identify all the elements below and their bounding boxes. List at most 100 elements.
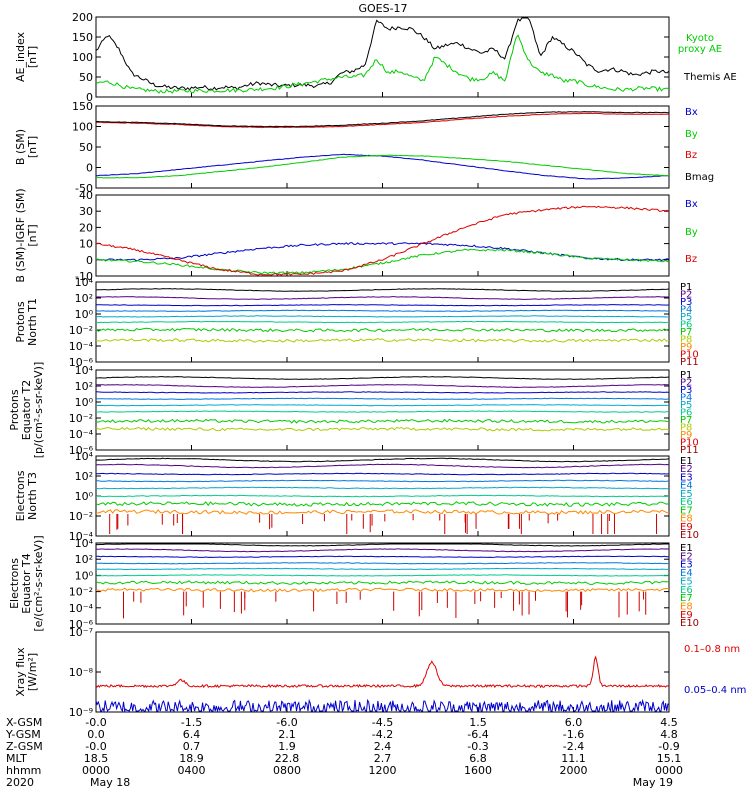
channel-label: E7 xyxy=(680,505,693,516)
channel-label: P3 xyxy=(680,385,692,396)
channel-label: P11 xyxy=(680,357,699,368)
channel-line xyxy=(95,479,670,483)
channel-line xyxy=(96,555,669,558)
y-axis-label: B (SM)-IGRF (SM) xyxy=(14,188,27,282)
y-axis-label: [p/(cm²-s-sr-keV)] xyxy=(32,362,45,459)
y-tick-label: 10² xyxy=(75,380,93,393)
legend-by: By xyxy=(685,129,698,140)
channel-label: E9 xyxy=(680,610,693,621)
y-axis-label: AE_index xyxy=(14,31,27,82)
orbit-value: -6.0 xyxy=(276,716,297,729)
panel-5: 10⁻⁶ 10⁻⁴ 10⁻² 10⁰ 10² 10⁴ Protons Equator T2 [p… xyxy=(8,362,699,459)
channel-label: P2 xyxy=(680,377,692,388)
channel-label: P10 xyxy=(680,349,699,360)
orbit-row-label: Z-GSM xyxy=(6,740,43,753)
channel-label: P5 xyxy=(680,400,692,411)
y-tick-label: 0 xyxy=(86,162,93,175)
y-tick-label: 10² xyxy=(75,470,93,483)
panel-3: -10 0 10 20 30 40 B (SM)-IGRF (SM) [nT] Bx By Bz xyxy=(14,188,698,283)
channel-label: P4 xyxy=(680,304,692,315)
orbit-value: -0.0 xyxy=(85,740,106,753)
channel-label: E2 xyxy=(680,464,693,475)
orbit-value: -0.3 xyxy=(467,740,488,753)
channel-label: P6 xyxy=(680,319,692,330)
channel-label: P4 xyxy=(680,392,692,403)
orbit-value: 4.5 xyxy=(660,716,678,729)
orbit-value: 1600 xyxy=(464,764,492,777)
channel-label: E9 xyxy=(680,522,693,533)
panel-frame xyxy=(95,16,670,98)
channel-label: E1 xyxy=(680,543,693,554)
channel-line xyxy=(95,574,670,577)
channel-line xyxy=(95,562,670,565)
channel-line xyxy=(95,509,670,515)
channel-line xyxy=(96,384,670,388)
panel-7: 10⁻⁶ 10⁻⁴ 10⁻² 10⁰ 10² 10⁴ Electrons Equator T4… xyxy=(8,535,699,631)
channel-line xyxy=(95,501,670,507)
channel-line xyxy=(95,587,670,593)
y-tick-label: 10⁰ xyxy=(75,569,94,582)
y-tick-label: 50 xyxy=(79,141,93,154)
series-bx xyxy=(95,153,670,180)
channel-label: P6 xyxy=(680,407,692,418)
channel-line xyxy=(95,296,670,300)
channel-label: P11 xyxy=(680,445,699,456)
channel-label: E4 xyxy=(680,568,693,579)
orbit-value: 11.1 xyxy=(561,752,586,765)
channel-line xyxy=(96,304,670,307)
channel-line xyxy=(96,543,669,547)
y-tick-label: 10⁴ xyxy=(75,450,94,463)
channel-line xyxy=(95,426,670,432)
y-tick-label: 10 xyxy=(79,238,93,251)
y-tick-label: 20 xyxy=(79,221,93,234)
orbit-value: 0000 xyxy=(82,764,110,777)
y-axis-label: [nT] xyxy=(26,46,39,68)
channel-label: P3 xyxy=(680,297,692,308)
channel-line xyxy=(95,463,670,469)
orbit-value: -0.9 xyxy=(658,740,679,753)
y-axis-label: Electrons xyxy=(8,558,21,609)
y-axis-label: North T3 xyxy=(26,472,39,520)
y-tick-label: 10⁴ xyxy=(75,276,94,289)
orbit-row-label: MLT xyxy=(6,752,27,765)
y-tick-label: 10⁰ xyxy=(75,396,94,409)
orbit-value: 15.1 xyxy=(657,752,682,765)
channel-line xyxy=(95,309,670,312)
y-tick-label: 100 xyxy=(72,121,93,134)
y-tick-label: 10⁰ xyxy=(75,490,94,503)
y-axis-label: Xray flux xyxy=(14,647,27,697)
channel-label: E5 xyxy=(680,489,693,500)
channel-line xyxy=(95,418,670,424)
orbit-value: 0800 xyxy=(273,764,301,777)
channel-label: P9 xyxy=(680,430,692,441)
orbit-value: 6.4 xyxy=(183,728,201,741)
y-axis-label: [e/(cm²-s-sr-keV)] xyxy=(32,535,45,631)
orbit-value: -4.2 xyxy=(372,728,393,741)
channel-label: E6 xyxy=(680,497,693,508)
channel-line xyxy=(95,338,670,343)
channel-label: E6 xyxy=(680,585,693,596)
channel-label: P10 xyxy=(680,437,699,448)
y-axis-label: B (SM) xyxy=(14,129,27,165)
orbit-row-label: Y-GSM xyxy=(5,728,41,741)
series-bz xyxy=(95,205,670,276)
orbit-value: 1.5 xyxy=(469,716,487,729)
y-axis-label: Protons xyxy=(8,389,21,430)
orbit-value: 0.7 xyxy=(183,740,201,753)
panel-2: -50 0 50 100 150 B (SM) [nT] Bx By Bz Bmag xyxy=(14,100,714,195)
y-tick-label: 10⁴ xyxy=(75,364,94,377)
channel-label: E3 xyxy=(680,472,693,483)
orbit-row-label: hhmm xyxy=(6,764,41,777)
channel-label: E8 xyxy=(680,601,693,612)
y-tick-label: -10 xyxy=(75,270,93,283)
y-axis-label: North T1 xyxy=(26,298,39,346)
channel-label: P8 xyxy=(680,334,692,345)
channel-label: P7 xyxy=(680,327,692,338)
series-bz xyxy=(95,112,670,129)
legend-bx: Bx xyxy=(685,107,698,118)
channel-line xyxy=(95,567,670,571)
y-tick-label: 0 xyxy=(86,254,93,267)
y-tick-label: 10² xyxy=(75,292,93,305)
y-tick-label: 10⁻⁴ xyxy=(69,602,94,615)
